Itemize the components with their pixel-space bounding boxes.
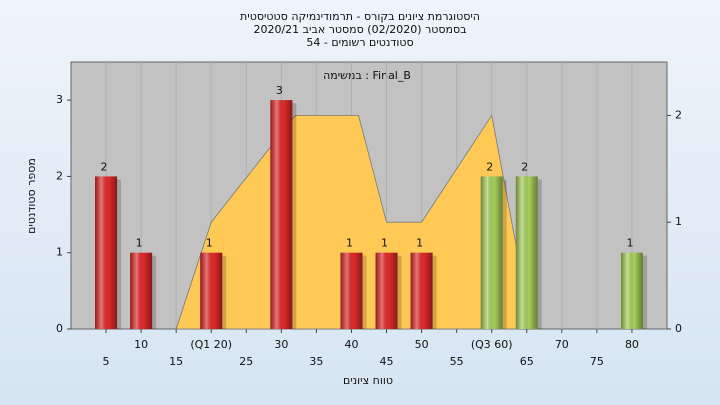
data-label: 2: [521, 160, 528, 173]
chart-subtitle: בסמסטר (02/2020) סמסטר אביב 2020/21: [253, 23, 466, 36]
data-label: 1: [136, 237, 143, 250]
y-tick-label: 0: [56, 322, 63, 335]
bar-shade: [375, 252, 398, 329]
y2-tick-label: 2: [675, 108, 682, 121]
y-tick-label: 1: [56, 246, 63, 259]
data-label: 1: [346, 237, 353, 250]
x-tick-label: 50: [415, 338, 429, 351]
data-label: 2: [101, 160, 108, 173]
y-tick-label: 2: [56, 169, 63, 182]
data-label: 3: [276, 84, 283, 97]
x-tick-label: 65: [520, 355, 534, 368]
chart-subtitle: סטודנטים רשומים - 54: [306, 36, 413, 49]
bar-shade: [95, 176, 118, 329]
bar-shade: [340, 252, 363, 329]
x-tick-label: (Q1 20): [190, 338, 232, 351]
x-tick-label: 10: [134, 338, 148, 351]
x-tick-label: 5: [103, 355, 110, 368]
y-tick-label: 3: [56, 93, 63, 106]
bar-shade: [270, 100, 293, 330]
x-tick-label: 15: [169, 355, 183, 368]
data-label: 1: [416, 237, 423, 250]
data-label: 2: [486, 160, 493, 173]
chart-title: היסטוגרמת ציונים בקורס - תרמודינמיקה סטט…: [240, 10, 480, 23]
data-label: 1: [626, 237, 633, 250]
y2-tick-label: 1: [675, 215, 682, 228]
bar-shade: [515, 176, 538, 329]
x-tick-label: 40: [344, 338, 358, 351]
x-tick-label: 75: [590, 355, 604, 368]
x-tick-label: 70: [555, 338, 569, 351]
x-tick-label: 55: [450, 355, 464, 368]
x-tick-label: 80: [625, 338, 639, 351]
y2-tick-label: 0: [675, 322, 682, 335]
y-axis-label: מספר סטודנטים: [25, 158, 38, 234]
bar-shade: [200, 252, 223, 329]
x-tick-label: (Q3 60): [471, 338, 513, 351]
bar-shade: [410, 252, 433, 329]
x-tick-label: 25: [239, 355, 253, 368]
bar-shade: [480, 176, 503, 329]
annotation: במשימה : Final_B: [323, 69, 411, 82]
data-label: 1: [206, 237, 213, 250]
data-label: 1: [381, 237, 388, 250]
bar-shade: [130, 252, 153, 329]
x-tick-label: 45: [380, 355, 394, 368]
x-tick-label: 35: [309, 355, 323, 368]
bar-shade: [620, 252, 643, 329]
x-tick-label: 30: [274, 338, 288, 351]
x-axis-label: טווח ציונים: [343, 374, 393, 387]
